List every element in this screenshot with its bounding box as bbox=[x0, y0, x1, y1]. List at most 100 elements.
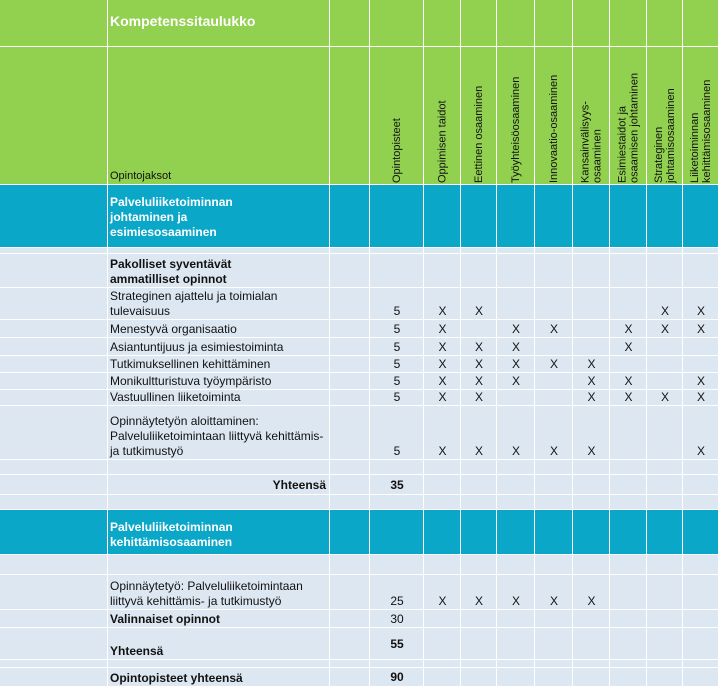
table-cell bbox=[461, 510, 497, 555]
row-label: Opinnäytetyön aloittaminen: Palveluliike… bbox=[110, 414, 324, 458]
table-cell bbox=[424, 575, 461, 610]
table-cell bbox=[497, 288, 535, 320]
table-cell bbox=[108, 288, 330, 320]
table-cell bbox=[573, 555, 610, 575]
competence-mark: X bbox=[624, 374, 633, 388]
table-cell bbox=[573, 510, 610, 555]
table-cell bbox=[108, 373, 330, 390]
table-cell bbox=[108, 628, 330, 660]
table-cell bbox=[330, 510, 370, 555]
table-cell bbox=[535, 475, 573, 495]
table-cell bbox=[424, 406, 461, 460]
column-header: Liiketoiminnan kehittämisosaaminen bbox=[689, 79, 713, 183]
table-cell bbox=[610, 610, 647, 628]
table-cell bbox=[461, 628, 497, 660]
section-label: Palveluliiketoiminnan johtaminen ja esim… bbox=[110, 195, 233, 239]
table-cell bbox=[461, 390, 497, 406]
table-cell bbox=[647, 660, 683, 668]
table-cell bbox=[0, 356, 108, 373]
table-cell bbox=[0, 320, 108, 338]
table-cell bbox=[497, 475, 535, 495]
table-cell bbox=[610, 628, 647, 660]
table-cell bbox=[683, 0, 719, 47]
table-cell bbox=[370, 610, 424, 628]
table-cell bbox=[683, 47, 719, 185]
table-cell bbox=[370, 510, 424, 555]
table-cell bbox=[424, 0, 461, 47]
table-cell bbox=[497, 338, 535, 356]
table-cell bbox=[573, 660, 610, 668]
table-cell bbox=[0, 668, 108, 687]
table-cell bbox=[535, 610, 573, 628]
competence-mark: X bbox=[587, 390, 596, 404]
row-label: Pakolliset syventävät ammatilliset opinn… bbox=[110, 257, 232, 286]
table-cell bbox=[424, 495, 461, 510]
competence-mark: X bbox=[696, 304, 705, 318]
table-cell bbox=[683, 495, 719, 510]
table-cell bbox=[0, 555, 108, 575]
table-cell bbox=[461, 373, 497, 390]
table-cell bbox=[330, 460, 370, 475]
table-cell bbox=[330, 320, 370, 338]
table-cell bbox=[108, 610, 330, 628]
table-cell bbox=[0, 610, 108, 628]
table-cell bbox=[330, 0, 370, 47]
table-cell bbox=[647, 668, 683, 687]
table-cell bbox=[330, 390, 370, 406]
table-cell bbox=[647, 460, 683, 475]
table-cell bbox=[573, 610, 610, 628]
table-cell bbox=[370, 390, 424, 406]
table-cell bbox=[108, 356, 330, 373]
row-label: Monikultturistuva työympäristo bbox=[110, 374, 272, 388]
competence-mark: X bbox=[438, 594, 447, 608]
row-points: 30 bbox=[390, 611, 404, 626]
table-cell bbox=[370, 47, 424, 185]
table-cell bbox=[461, 185, 497, 248]
table-cell bbox=[0, 510, 108, 555]
table-cell bbox=[535, 338, 573, 356]
table-cell bbox=[424, 373, 461, 390]
competence-mark: X bbox=[511, 594, 520, 608]
table-cell bbox=[424, 338, 461, 356]
competence-mark: X bbox=[587, 374, 596, 388]
row-points: 35 bbox=[390, 477, 404, 492]
table-cell bbox=[0, 47, 108, 185]
table-cell bbox=[0, 575, 108, 610]
competence-mark: X bbox=[696, 374, 705, 388]
table-cell bbox=[683, 510, 719, 555]
row-points: 5 bbox=[393, 357, 401, 371]
table-cell bbox=[535, 555, 573, 575]
table-cell bbox=[573, 668, 610, 687]
table-cell bbox=[610, 254, 647, 288]
table-cell bbox=[535, 0, 573, 47]
table-cell bbox=[647, 0, 683, 47]
table-cell bbox=[647, 610, 683, 628]
table-cell bbox=[610, 356, 647, 373]
table-cell bbox=[461, 288, 497, 320]
table-cell bbox=[497, 610, 535, 628]
table-cell bbox=[108, 338, 330, 356]
table-cell bbox=[330, 668, 370, 687]
table-cell bbox=[424, 185, 461, 248]
table-cell bbox=[683, 288, 719, 320]
competence-mark: X bbox=[549, 444, 558, 458]
competence-mark: X bbox=[474, 374, 483, 388]
table-cell bbox=[108, 320, 330, 338]
table-cell bbox=[535, 373, 573, 390]
table-cell bbox=[461, 460, 497, 475]
table-cell bbox=[683, 660, 719, 668]
table-cell bbox=[424, 320, 461, 338]
table-cell bbox=[108, 406, 330, 460]
table-cell bbox=[108, 475, 330, 495]
table-cell bbox=[461, 356, 497, 373]
table-cell bbox=[461, 660, 497, 668]
competence-mark: X bbox=[587, 357, 596, 371]
competence-mark: X bbox=[438, 340, 447, 354]
table-cell bbox=[535, 254, 573, 288]
table-cell bbox=[610, 390, 647, 406]
competence-mark: X bbox=[511, 444, 520, 458]
table-cell bbox=[330, 185, 370, 248]
table-cell bbox=[0, 373, 108, 390]
table-cell bbox=[108, 47, 330, 185]
